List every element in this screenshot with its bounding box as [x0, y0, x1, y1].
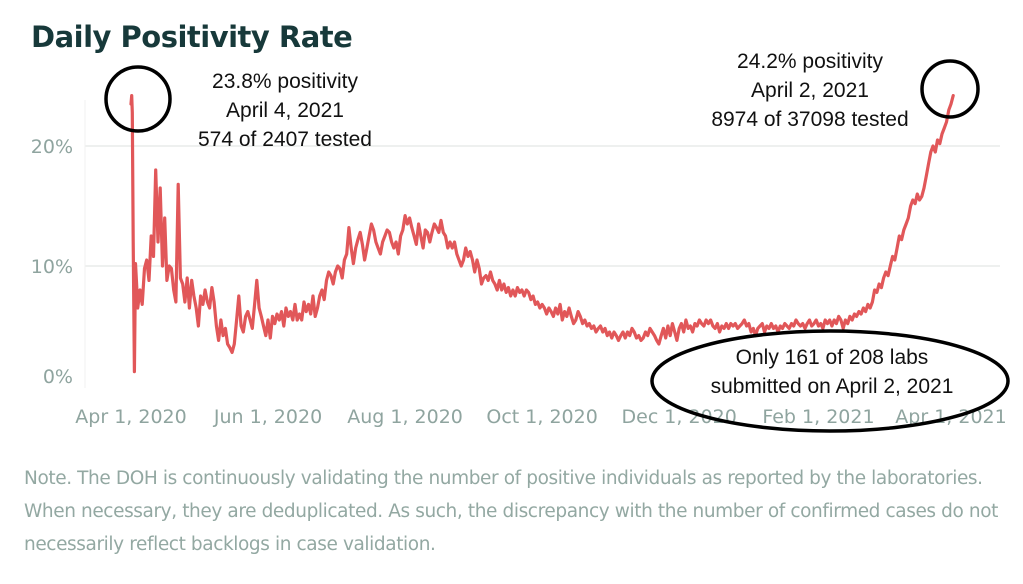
- x-tick-label: Dec 1, 2020: [622, 406, 737, 428]
- annotation-labs-line-2: submitted on April 2, 2021: [711, 375, 954, 398]
- y-tick-label: 10%: [31, 256, 73, 278]
- x-tick-label: Apr 1, 2020: [75, 406, 186, 428]
- x-tick-label: Jun 1, 2020: [213, 406, 322, 428]
- annotation-labs-line-1: Only 161 of 208 labs: [736, 346, 929, 369]
- annotation-latest-line-1: 24.2% positivity: [737, 50, 883, 73]
- footnote: Note. The DOH is continuously validating…: [24, 468, 998, 555]
- x-axis-ticks: Apr 1, 2020 Jun 1, 2020 Aug 1, 2020 Oct 1, …: [75, 406, 1006, 428]
- x-tick-label: Feb 1, 2021: [762, 406, 874, 428]
- chart-title: Daily Positivity Rate: [31, 20, 353, 54]
- annotation-ellipse-labs: [650, 329, 1010, 433]
- y-axis-ticks: 0% 10% 20%: [31, 136, 73, 388]
- y-tick-label: 0%: [43, 366, 73, 388]
- annotation-early-line-3: 574 of 2407 tested: [198, 128, 372, 151]
- y-tick-label: 20%: [31, 136, 73, 158]
- annotation-early-line-1: 23.8% positivity: [212, 70, 358, 93]
- annotation-circle-latest-point: [920, 59, 980, 119]
- x-tick-label: Oct 1, 2020: [486, 406, 597, 428]
- annotation-latest-line-2: April 2, 2021: [751, 79, 869, 102]
- gridlines: [85, 145, 1000, 267]
- x-tick-label: Aug 1, 2020: [347, 406, 463, 428]
- series-line-positivity: [129, 94, 955, 374]
- chart-area: 0% 10% 20% Apr 1, 2020 Jun 1, 2020 Aug 1, 20…: [31, 50, 1010, 433]
- annotation-latest-line-3: 8974 of 37098 tested: [711, 108, 908, 131]
- annotation-early-line-2: April 4, 2021: [226, 99, 344, 122]
- annotation-circle-early-spike: [104, 65, 172, 133]
